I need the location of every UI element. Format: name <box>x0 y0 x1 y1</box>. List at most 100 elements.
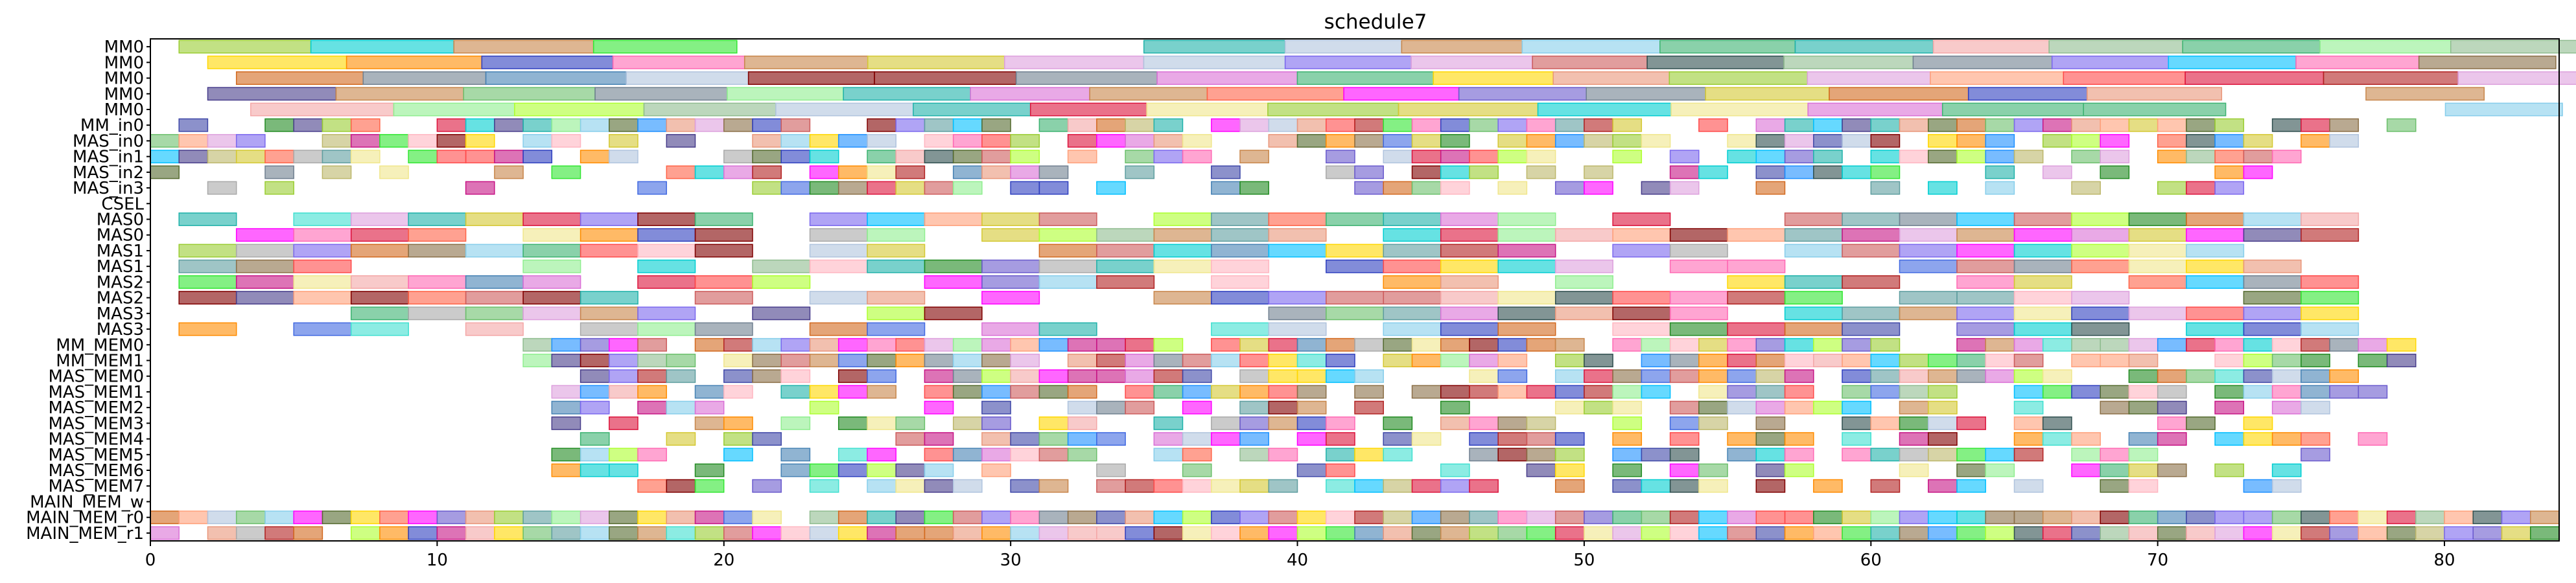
schedule-bar <box>2472 526 2503 540</box>
schedule-bar <box>1497 510 1528 525</box>
schedule-bar <box>2100 165 2130 179</box>
schedule-bar <box>1755 432 1786 446</box>
schedule-bar <box>1956 354 1986 367</box>
schedule-bar <box>1932 40 2050 54</box>
schedule-bar <box>465 244 524 258</box>
schedule-bar <box>2214 150 2245 164</box>
schedule-bar <box>609 133 638 148</box>
schedule-bar <box>1928 385 1958 399</box>
schedule-bar <box>2184 71 2324 86</box>
schedule-bar <box>1554 291 1613 305</box>
schedule-bar <box>809 181 839 195</box>
schedule-bar <box>1641 526 1671 540</box>
schedule-bar <box>837 337 868 352</box>
schedule-bar <box>1497 244 1556 258</box>
schedule-bar <box>322 133 352 148</box>
schedule-bar <box>1899 400 1929 415</box>
schedule-bar <box>350 526 381 540</box>
schedule-bar <box>1469 510 1499 525</box>
schedule-bar <box>1784 306 1843 321</box>
schedule-bar <box>1096 275 1155 289</box>
schedule-bar <box>867 150 896 164</box>
y-tick-label: MM0 <box>104 100 144 120</box>
schedule-bar <box>1354 181 1384 195</box>
schedule-bar <box>1354 337 1384 352</box>
y-tick-label: MAS_MEM0 <box>48 367 144 387</box>
y-tick-label: MAS2 <box>97 273 144 292</box>
y-tick-label: MM_MEM0 <box>56 336 144 355</box>
schedule-bar <box>981 133 1011 148</box>
schedule-bar <box>580 322 638 336</box>
schedule-bar <box>1067 118 1097 132</box>
schedule-bar <box>522 337 553 352</box>
schedule-bar <box>752 259 811 273</box>
schedule-bar <box>1612 463 1643 477</box>
schedule-bar <box>2329 337 2359 352</box>
schedule-bar <box>1669 354 1700 367</box>
schedule-bar <box>1669 150 1700 164</box>
schedule-bar <box>1383 259 1442 273</box>
schedule-bar <box>1296 369 1327 383</box>
schedule-bar <box>1899 448 1929 462</box>
schedule-bar <box>379 526 409 540</box>
schedule-bar <box>1813 526 1843 540</box>
schedule-bar <box>609 463 638 477</box>
schedule-bar <box>1268 212 1327 226</box>
schedule-bar <box>2100 354 2130 367</box>
schedule-bar <box>1354 133 1384 148</box>
chart-title: schedule7 <box>1324 10 1427 34</box>
schedule-bar <box>1067 510 1097 525</box>
schedule-bar <box>1899 291 1958 305</box>
schedule-bar <box>1727 432 1757 446</box>
schedule-bar <box>2157 385 2187 399</box>
schedule-bar <box>1526 385 1556 399</box>
schedule-bar <box>1383 118 1413 132</box>
schedule-bar <box>1469 432 1499 446</box>
schedule-bar <box>2042 133 2072 148</box>
schedule-bar <box>867 118 896 132</box>
schedule-bar <box>551 448 581 462</box>
schedule-bar <box>981 385 1011 399</box>
schedule-bar <box>2214 385 2245 399</box>
schedule-bar <box>1956 291 2015 305</box>
schedule-bar <box>1440 416 1470 430</box>
schedule-bar <box>1268 228 1327 242</box>
schedule-bar <box>522 150 553 164</box>
schedule-bar <box>235 150 266 164</box>
schedule-bar <box>895 337 926 352</box>
schedule-bar <box>981 275 1040 289</box>
schedule-bar <box>723 385 753 399</box>
schedule-bar <box>1842 337 1871 352</box>
schedule-bar <box>2301 510 2330 525</box>
schedule-bar <box>1755 416 1786 430</box>
schedule-bar <box>2214 354 2245 367</box>
schedule-bar <box>1586 87 1706 101</box>
schedule-bar <box>1928 479 1958 493</box>
schedule-bar <box>1870 354 1901 367</box>
schedule-bar <box>1497 322 1556 336</box>
schedule-bar <box>1296 510 1327 525</box>
schedule-bar <box>1755 181 1786 195</box>
schedule-bar <box>809 150 839 164</box>
schedule-bar <box>1956 463 1986 477</box>
schedule-bar <box>580 118 610 132</box>
schedule-bar <box>1784 385 1814 399</box>
schedule-bar <box>2157 526 2187 540</box>
schedule-bar <box>1928 400 1958 415</box>
schedule-bar <box>293 322 352 336</box>
schedule-bar <box>1239 181 1269 195</box>
schedule-bar <box>1612 526 1643 540</box>
schedule-bar <box>1096 133 1126 148</box>
schedule-bar <box>1497 133 1528 148</box>
schedule-bar <box>1554 259 1613 273</box>
schedule-bar <box>2214 432 2245 446</box>
schedule-bar <box>293 291 352 305</box>
schedule-bar <box>1612 244 1671 258</box>
schedule-bar <box>1343 87 1460 101</box>
schedule-bar <box>2100 150 2130 164</box>
schedule-bar <box>952 385 983 399</box>
schedule-bar <box>1383 306 1442 321</box>
schedule-bar <box>1842 322 1901 336</box>
schedule-bar <box>2071 133 2101 148</box>
schedule-bar <box>612 55 745 69</box>
